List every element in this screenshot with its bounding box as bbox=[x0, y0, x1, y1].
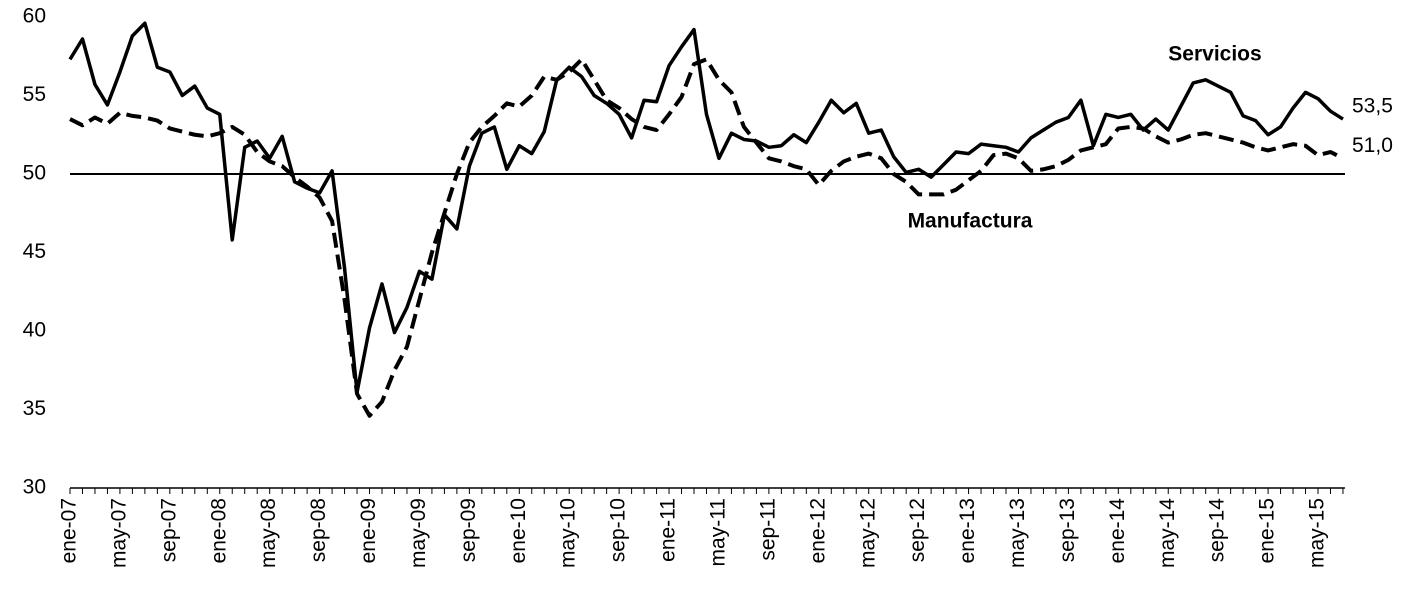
x-tick-label: ene-11 bbox=[657, 498, 680, 562]
y-tick-label: 45 bbox=[23, 240, 46, 263]
y-tick-label: 35 bbox=[23, 397, 46, 420]
y-tick-label: 30 bbox=[23, 476, 46, 499]
value-label: 51,0 bbox=[1352, 134, 1393, 157]
x-tick-label: may-08 bbox=[257, 498, 280, 568]
x-tick-label: may-13 bbox=[1006, 498, 1029, 568]
x-tick-label: ene-10 bbox=[507, 498, 530, 563]
y-tick-label: 40 bbox=[23, 319, 46, 342]
x-tick-label: may-14 bbox=[1156, 498, 1179, 568]
x-tick-label: may-07 bbox=[107, 498, 130, 568]
x-tick-label: sep-07 bbox=[157, 498, 180, 562]
x-tick-label: sep-13 bbox=[1056, 498, 1079, 562]
y-tick-label: 55 bbox=[23, 83, 46, 106]
value-label: 53,5 bbox=[1352, 95, 1393, 118]
x-tick-label: sep-12 bbox=[906, 498, 929, 562]
x-tick-label: may-12 bbox=[856, 498, 879, 568]
x-tick-label: ene-08 bbox=[207, 498, 230, 563]
series-name: Servicios bbox=[1168, 43, 1261, 66]
x-tick-label: may-11 bbox=[707, 498, 730, 566]
y-tick-label: 50 bbox=[23, 162, 46, 185]
x-tick-label: may-15 bbox=[1306, 498, 1329, 568]
x-tick-label: ene-07 bbox=[58, 498, 81, 563]
x-tick-label: may-09 bbox=[407, 498, 430, 568]
series-line bbox=[68, 21, 1344, 394]
series-line bbox=[69, 57, 1344, 418]
x-tick-label: sep-14 bbox=[1206, 498, 1229, 563]
x-tick-label: may-10 bbox=[557, 498, 580, 568]
series-name: Manufactura bbox=[908, 210, 1033, 233]
x-tick-label: sep-09 bbox=[457, 498, 480, 562]
x-tick-label: sep-08 bbox=[307, 498, 330, 562]
x-tick-label: ene-14 bbox=[1106, 498, 1129, 564]
x-tick-label: sep-10 bbox=[607, 498, 630, 562]
x-tick-label: ene-09 bbox=[357, 498, 380, 563]
x-tick-label: ene-12 bbox=[806, 498, 829, 563]
x-tick-label: ene-15 bbox=[1256, 498, 1279, 563]
x-tick-label: ene-13 bbox=[956, 498, 979, 563]
x-tick-label: sep-11 bbox=[756, 498, 779, 561]
y-tick-label: 60 bbox=[23, 5, 46, 28]
